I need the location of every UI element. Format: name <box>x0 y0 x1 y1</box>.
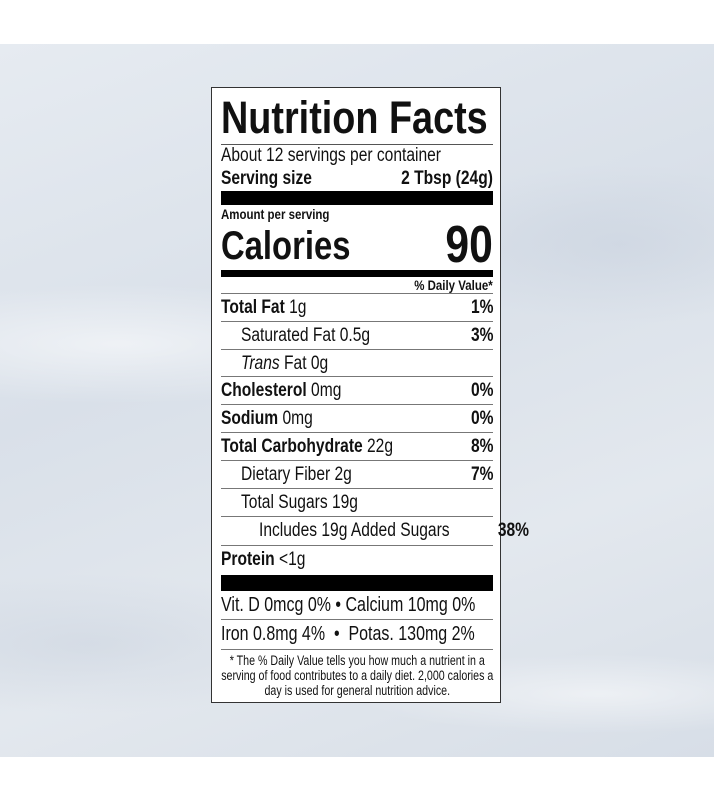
divider <box>221 545 493 546</box>
nutrient-amount: 2g <box>334 463 352 485</box>
nutrient-name: Cholesterol <box>221 379 307 401</box>
nutrient-label: Total Fat 1g <box>221 297 306 319</box>
divider <box>221 144 493 145</box>
nutrient-amount: 22g <box>367 435 394 457</box>
divider <box>221 321 493 322</box>
micros-row: Vit. D 0mcg 0% • Calcium 10mg 0% <box>221 592 493 617</box>
serving-size-value: 2 Tbsp (24g) <box>401 168 493 189</box>
nutrient-name: Sodium <box>221 407 279 429</box>
nutrient-name: Total Sugars <box>241 491 328 513</box>
divider <box>221 516 493 517</box>
potassium: Potas. 130mg 2% <box>348 623 475 645</box>
nutrition-facts-label: Nutrition Facts About 12 servings per co… <box>211 87 529 703</box>
nutrient-daily-value: 0% <box>470 407 493 429</box>
nutrient-row: Sodium 0mg 0% <box>221 405 493 432</box>
nutrient-name: Total Fat <box>221 296 285 318</box>
micros-line: Iron 0.8mg 4% • Potas. 130mg 2% <box>221 623 475 646</box>
nutrient-amount: 0g <box>310 352 329 374</box>
nutrient-name-suffix: Fat <box>284 352 307 374</box>
nutrient-daily-value: 8% <box>470 435 493 457</box>
vitamin-d: Vit. D 0mcg 0% <box>221 594 331 616</box>
serving-size-label: Serving size <box>221 168 312 189</box>
nutrient-label: Dietary Fiber 2g <box>241 464 352 486</box>
nutrient-label: Total Sugars 19g <box>241 492 358 514</box>
nutrient-row: Dietary Fiber 2g 7% <box>221 461 493 488</box>
medium-divider <box>221 270 493 277</box>
divider <box>221 293 493 294</box>
nutrient-name: Protein <box>221 548 275 570</box>
divider <box>221 404 493 405</box>
servings-row: About 12 servings per container <box>221 145 493 167</box>
serving-size-row: Serving size 2 Tbsp (24g) <box>221 168 493 190</box>
nutrient-name: Trans <box>241 352 280 374</box>
bullet: • <box>335 594 342 616</box>
bullet: • <box>333 623 340 645</box>
nutrient-row: Trans Fat 0g <box>221 350 493 377</box>
calories-label: Calories <box>221 224 351 268</box>
label-title: Nutrition Facts <box>221 92 488 143</box>
nutrient-row: Cholesterol 0mg 0% <box>221 377 493 404</box>
nutrient-label: Saturated Fat 0.5g <box>241 325 370 347</box>
nutrient-row: Saturated Fat 0.5g 3% <box>221 322 493 349</box>
nutrient-label: Protein <1g <box>221 549 305 571</box>
nutrient-amount: 0mg <box>282 407 313 429</box>
dv-header-row: % Daily Value* <box>221 277 493 293</box>
nutrient-label: Trans Fat 0g <box>241 353 328 375</box>
divider <box>221 376 493 377</box>
nutrient-daily-value: 1% <box>470 296 493 318</box>
calcium: Calcium 10mg 0% <box>345 594 476 616</box>
calories-row: Calories 90 <box>221 216 493 274</box>
divider <box>221 619 493 620</box>
nutrient-daily-value: 7% <box>470 463 493 485</box>
nutrient-row: Total Carbohydrate 22g 8% <box>221 433 493 460</box>
thick-divider <box>221 191 493 205</box>
servings-per-container: About 12 servings per container <box>221 145 441 166</box>
nutrient-name: Saturated Fat <box>241 324 336 346</box>
nutrient-name: Dietary Fiber <box>241 463 331 485</box>
nutrient-row: Total Sugars 19g <box>221 489 493 516</box>
nutrient-amount: 1g <box>289 296 307 318</box>
nutrient-label: Includes 19g Added Sugars <box>259 520 450 542</box>
footnote: * The % Daily Value tells you how much a… <box>221 653 494 698</box>
micros-row: Iron 0.8mg 4% • Potas. 130mg 2% <box>221 621 493 646</box>
nutrient-row: Includes 19g Added Sugars 38% <box>221 517 529 544</box>
nutrient-name: Includes 19g Added Sugars <box>259 519 450 541</box>
nutrient-daily-value: 38% <box>498 519 530 541</box>
nutrient-label: Total Carbohydrate 22g <box>221 436 393 458</box>
nutrient-label: Sodium 0mg <box>221 408 313 430</box>
title-row: Nutrition Facts <box>221 92 493 144</box>
amount-row: Amount per serving <box>221 206 493 222</box>
nutrient-amount: 0.5g <box>339 324 371 346</box>
calories-value: 90 <box>445 216 493 274</box>
nutrient-daily-value: 0% <box>470 379 493 401</box>
iron: Iron 0.8mg 4% <box>221 623 326 645</box>
amount-per-serving: Amount per serving <box>221 206 330 222</box>
thick-divider <box>221 575 493 591</box>
footnote-wrap: * The % Daily Value tells you how much a… <box>221 653 493 698</box>
divider <box>221 460 493 461</box>
nutrient-amount: 0mg <box>311 379 342 401</box>
nutrient-label: Cholesterol 0mg <box>221 380 341 402</box>
nutrient-row: Total Fat 1g 1% <box>221 294 493 321</box>
daily-value-header: % Daily Value* <box>414 277 493 293</box>
divider <box>221 349 493 350</box>
micros-line: Vit. D 0mcg 0% • Calcium 10mg 0% <box>221 594 475 617</box>
divider <box>221 649 493 650</box>
nutrient-row: Protein <1g <box>221 546 493 573</box>
nutrient-daily-value: 3% <box>470 324 493 346</box>
nutrient-amount: <1g <box>279 548 306 570</box>
divider <box>221 488 493 489</box>
nutrient-amount: 19g <box>331 491 358 513</box>
nutrient-name: Total Carbohydrate <box>221 435 363 457</box>
divider <box>221 432 493 433</box>
